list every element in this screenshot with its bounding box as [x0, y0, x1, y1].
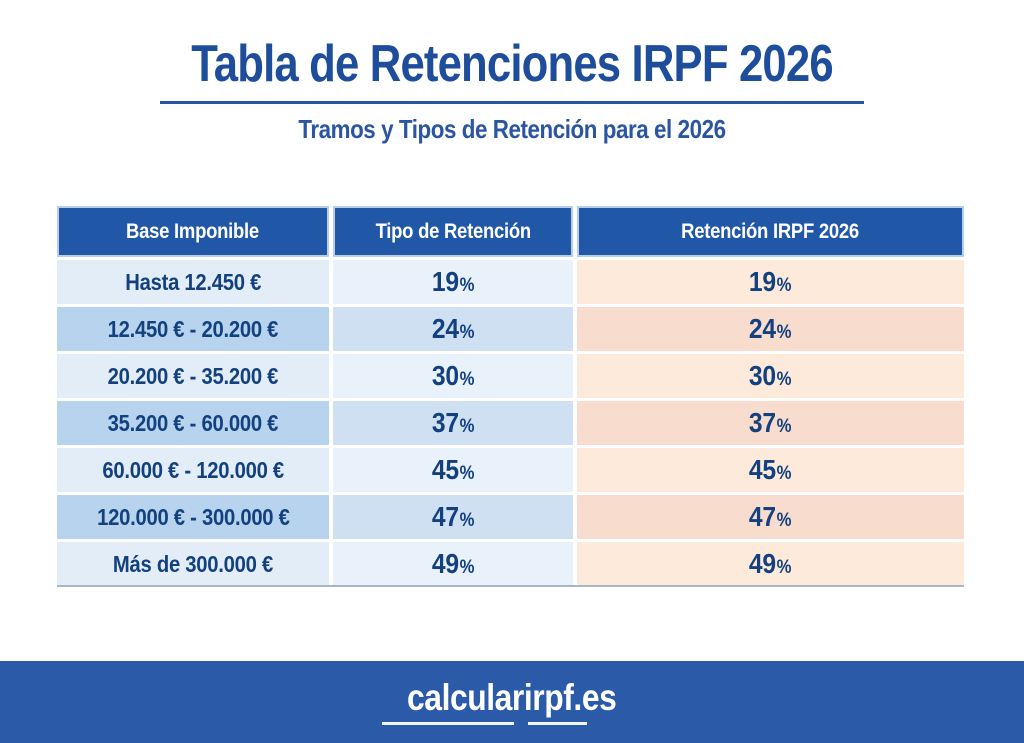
base-value: Hasta 12.450 € — [125, 268, 261, 295]
percent-sign: % — [459, 322, 475, 343]
retencion-value: 19 — [749, 266, 777, 297]
retencion-value: 37 — [749, 407, 777, 438]
site-name-underline — [381, 722, 587, 725]
cell-retencion-bracket-3: 30% — [577, 354, 964, 398]
cell-tipo-bracket-1: 19% — [333, 260, 573, 304]
percent-sign: % — [777, 463, 792, 484]
retencion-value: 24 — [749, 313, 777, 344]
cell-tipo-bracket-5: 45% — [333, 448, 573, 492]
percent-sign: % — [459, 275, 475, 296]
cell-retencion-bracket-1: 19% — [577, 260, 964, 304]
percent-sign: % — [459, 463, 475, 484]
retencion-value: 45 — [749, 454, 777, 485]
cell-base-bracket-1: Hasta 12.450 € — [57, 260, 329, 304]
percent-sign: % — [459, 510, 475, 531]
col-header-base-imponible: Base Imponible — [57, 206, 329, 257]
col-header-label: Base Imponible — [126, 219, 260, 243]
cell-base-bracket-7: Más de 300.000 € — [57, 542, 329, 586]
tipo-value: 45 — [431, 454, 459, 485]
base-value: 35.200 € - 60.000 € — [107, 409, 279, 436]
cell-tipo-bracket-6: 47% — [333, 495, 573, 539]
percent-sign: % — [777, 557, 792, 578]
page-title: Tabla de Retenciones IRPF 2026 — [191, 35, 833, 93]
irpf-infographic: Tabla de Retenciones IRPF 2026 Tramos y … — [0, 36, 1024, 743]
cell-base-bracket-2: 12.450 € - 20.200 € — [57, 307, 329, 351]
percent-sign: % — [459, 416, 475, 437]
percent-sign: % — [459, 369, 475, 390]
cell-base-bracket-4: 35.200 € - 60.000 € — [57, 401, 329, 445]
cell-tipo-bracket-4: 37% — [333, 401, 573, 445]
table-bottom-rule — [57, 585, 964, 587]
cell-retencion-bracket-4: 37% — [577, 401, 964, 445]
page-subtitle: Tramos y Tipos de Retención para el 2026 — [298, 114, 726, 144]
tipo-value: 37 — [431, 407, 459, 438]
base-value: 120.000 € - 300.000 € — [96, 503, 290, 530]
col-header-label: Retención IRPF 2026 — [681, 219, 860, 243]
percent-sign: % — [459, 557, 475, 578]
retencion-value: 47 — [749, 501, 777, 532]
cell-tipo-bracket-3: 30% — [333, 354, 573, 398]
base-value: 12.450 € - 20.200 € — [107, 315, 279, 342]
percent-sign: % — [777, 322, 792, 343]
cell-base-bracket-6: 120.000 € - 300.000 € — [57, 495, 329, 539]
retencion-value: 30 — [749, 360, 777, 391]
base-value: Más de 300.000 € — [112, 550, 274, 577]
title-underline — [160, 101, 864, 104]
cell-base-bracket-3: 20.200 € - 35.200 € — [57, 354, 329, 398]
col-header-tipo-retencion: Tipo de Retención — [333, 206, 573, 257]
base-value: 60.000 € - 120.000 € — [102, 456, 284, 483]
cell-base-bracket-5: 60.000 € - 120.000 € — [57, 448, 329, 492]
tipo-value: 47 — [431, 501, 459, 532]
tipo-value: 30 — [431, 360, 459, 391]
tipo-value: 24 — [431, 313, 459, 344]
footer-bar: calcularirpf.es — [0, 661, 1024, 743]
cell-retencion-bracket-6: 47% — [577, 495, 964, 539]
site-name: calcularirpf.es — [407, 677, 617, 718]
cell-tipo-bracket-2: 24% — [333, 307, 573, 351]
tipo-value: 19 — [431, 266, 459, 297]
tipo-value: 49 — [431, 548, 459, 579]
base-value: 20.200 € - 35.200 € — [107, 362, 279, 389]
cell-tipo-bracket-7: 49% — [333, 542, 573, 586]
retention-table: Base Imponible Tipo de Retención Retenci… — [57, 206, 964, 586]
percent-sign: % — [777, 416, 792, 437]
cell-retencion-bracket-5: 45% — [577, 448, 964, 492]
retencion-value: 49 — [749, 548, 777, 579]
percent-sign: % — [777, 275, 792, 296]
col-header-retencion-irpf: Retención IRPF 2026 — [577, 206, 964, 257]
percent-sign: % — [777, 369, 792, 390]
cell-retencion-bracket-2: 24% — [577, 307, 964, 351]
header: Tabla de Retenciones IRPF 2026 Tramos y … — [0, 36, 1024, 143]
col-header-label: Tipo de Retención — [375, 219, 531, 243]
cell-retencion-bracket-7: 49% — [577, 542, 964, 586]
percent-sign: % — [777, 510, 792, 531]
